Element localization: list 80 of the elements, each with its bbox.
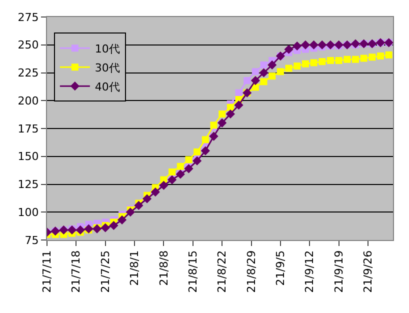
x-tick-label: 21/8/22 [216, 250, 229, 293]
point [100, 223, 110, 232]
point [234, 100, 244, 110]
x-tick-label: 21/8/29 [244, 250, 258, 293]
point [292, 41, 302, 51]
point [284, 44, 294, 54]
point [185, 156, 192, 164]
point [259, 68, 268, 78]
point [150, 188, 160, 197]
point [310, 59, 318, 66]
x-tick-label: 21/9/5 [274, 250, 288, 286]
point [318, 40, 327, 50]
point [368, 54, 376, 61]
point [134, 200, 144, 210]
x-tick-label: 21/9/26 [362, 250, 375, 293]
point [117, 215, 127, 224]
legend-label: 30代 [94, 61, 120, 74]
point [252, 68, 259, 76]
point [260, 78, 268, 86]
point [302, 60, 309, 68]
point [209, 132, 218, 141]
x-tick-label: 21/8/8 [157, 250, 170, 286]
point [285, 64, 292, 72]
x-tick-label: 21/7/18 [70, 250, 83, 293]
y-tick-label: 75 [24, 234, 39, 247]
point [168, 175, 177, 184]
point [202, 136, 209, 144]
point [200, 146, 210, 156]
point [109, 220, 118, 230]
point [159, 180, 168, 190]
x-tick-label: 21/8/15 [186, 250, 200, 293]
point [176, 170, 185, 179]
y-tick-label: 250 [18, 38, 39, 52]
point [268, 72, 276, 80]
point [218, 118, 227, 128]
y-tick-label: 225 [18, 66, 39, 80]
point [252, 84, 259, 91]
point [294, 62, 301, 70]
point [260, 61, 268, 68]
point [276, 68, 284, 76]
point [244, 77, 251, 84]
point [192, 156, 202, 166]
point [352, 56, 359, 63]
x-tick-label: 21/7/25 [98, 250, 112, 293]
y-tick-label: 125 [18, 178, 39, 192]
point [226, 109, 235, 119]
point [376, 52, 384, 60]
point [142, 194, 152, 204]
y-tick-label: 150 [18, 150, 39, 164]
point [194, 148, 201, 156]
point [335, 56, 342, 64]
point [268, 60, 277, 70]
x-tick-label: 21/8/1 [128, 250, 142, 286]
legend-label: 10代 [94, 42, 120, 56]
x-tick-label: 21/7/11 [40, 250, 54, 293]
y-tick-label: 200 [18, 94, 39, 108]
y-tick-label: 100 [18, 206, 39, 219]
point [385, 51, 392, 58]
point [360, 54, 368, 62]
y-tick-label: 175 [18, 122, 39, 136]
point [300, 40, 310, 50]
point [250, 76, 260, 86]
x-tick-label: 21/9/19 [332, 250, 346, 293]
point [334, 40, 344, 50]
point [76, 225, 85, 235]
point [235, 89, 242, 96]
y-tick-label: 275 [18, 10, 39, 24]
point [176, 162, 184, 170]
point [309, 40, 318, 50]
point [226, 104, 234, 111]
x-tick-label: 21/9/12 [303, 250, 316, 293]
point [126, 208, 135, 217]
point [326, 56, 334, 64]
legend-label: 40代 [94, 80, 120, 94]
point [184, 164, 194, 174]
point [318, 58, 326, 66]
point [67, 225, 77, 235]
point [168, 168, 176, 176]
point [344, 56, 351, 63]
point [326, 40, 336, 50]
